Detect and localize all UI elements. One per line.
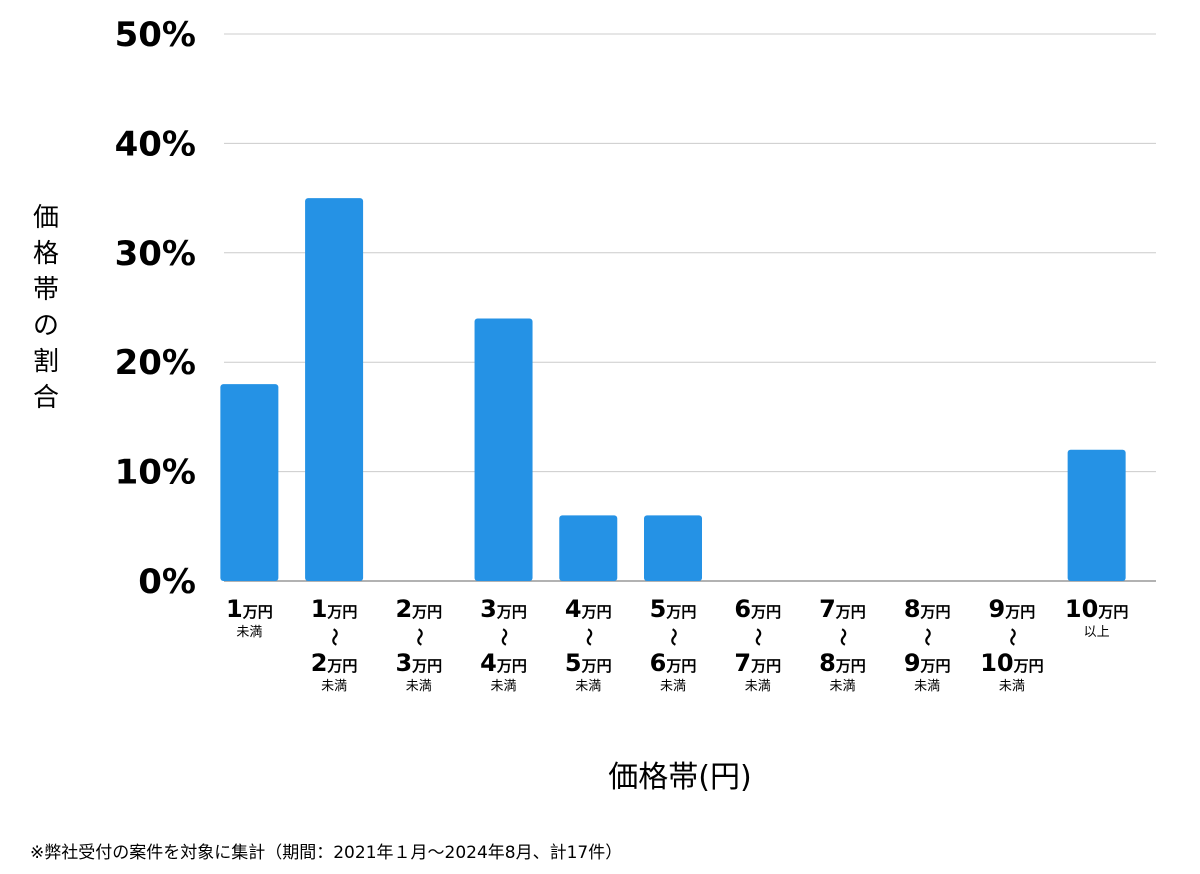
suffix-label: 未満 bbox=[914, 679, 940, 694]
gridlines bbox=[224, 33, 1156, 582]
y-axis-label: 価格帯の割合 bbox=[28, 200, 64, 416]
suffix-label: 未満 bbox=[745, 679, 771, 694]
price-label: 4万円 bbox=[565, 595, 612, 623]
suffix-label: 未満 bbox=[236, 625, 262, 640]
tilde-label: 〜 bbox=[408, 628, 429, 646]
price-label: 1万円 bbox=[226, 595, 273, 623]
bars bbox=[220, 198, 1126, 581]
price-label: 6万円 bbox=[650, 649, 697, 677]
y-tick-label: 50% bbox=[115, 15, 196, 55]
suffix-label: 以上 bbox=[1084, 625, 1110, 640]
price-label: 8万円 bbox=[819, 649, 866, 677]
y-axis-label-char: 格 bbox=[32, 239, 59, 269]
bar bbox=[559, 515, 618, 581]
price-label: 3万円 bbox=[395, 649, 442, 677]
price-label: 7万円 bbox=[819, 595, 866, 623]
y-axis-label-char: 割 bbox=[32, 347, 59, 377]
tilde-label: 〜 bbox=[831, 628, 852, 646]
price-label: 4万円 bbox=[480, 649, 527, 677]
tilde-label: 〜 bbox=[577, 628, 598, 646]
bar bbox=[474, 318, 533, 581]
bar bbox=[220, 384, 279, 581]
price-label: 2万円 bbox=[311, 649, 358, 677]
tilde-label: 〜 bbox=[662, 628, 683, 646]
y-axis-ticks: 0% 10% 20% 30% 40% 50% bbox=[115, 15, 196, 602]
y-axis-label-char: 合 bbox=[32, 383, 59, 413]
price-label: 6万円 bbox=[734, 595, 781, 623]
tilde-label: 〜 bbox=[1001, 628, 1022, 646]
y-tick-label: 30% bbox=[115, 234, 196, 274]
tilde-label: 〜 bbox=[493, 628, 514, 646]
price-label: 10万円 bbox=[1065, 595, 1128, 623]
price-label: 8万円 bbox=[904, 595, 951, 623]
price-label: 9万円 bbox=[904, 649, 951, 677]
suffix-label: 未満 bbox=[406, 679, 432, 694]
suffix-label: 未満 bbox=[829, 679, 855, 694]
price-label: 3万円 bbox=[480, 595, 527, 623]
x-axis-label: 価格帯(円) bbox=[608, 760, 752, 795]
price-label: 1万円 bbox=[311, 595, 358, 623]
suffix-label: 未満 bbox=[999, 679, 1025, 694]
y-tick-label: 40% bbox=[115, 124, 196, 164]
price-label: 9万円 bbox=[989, 595, 1036, 623]
y-axis-label-char: 帯 bbox=[32, 275, 59, 305]
y-tick-label: 20% bbox=[115, 343, 196, 383]
price-label: 5万円 bbox=[650, 595, 697, 623]
price-label: 10万円 bbox=[980, 649, 1043, 677]
price-label: 5万円 bbox=[565, 649, 612, 677]
price-label: 7万円 bbox=[734, 649, 781, 677]
y-axis-label-char: 価 bbox=[32, 203, 59, 233]
tilde-label: 〜 bbox=[747, 628, 768, 646]
price-label: 2万円 bbox=[395, 595, 442, 623]
bar bbox=[1067, 449, 1126, 581]
x-axis-ticks: 1万円未満1万円〜2万円未満2万円〜3万円未満3万円〜4万円未満4万円〜5万円未… bbox=[226, 595, 1128, 694]
y-tick-label: 0% bbox=[138, 562, 196, 602]
tilde-label: 〜 bbox=[916, 628, 937, 646]
footnote: ※弊社受付の案件を対象に集計（期間：2021年１月〜2024年8月、計17件） bbox=[30, 843, 623, 863]
y-axis-label-char: の bbox=[32, 311, 59, 341]
suffix-label: 未満 bbox=[575, 679, 601, 694]
tilde-label: 〜 bbox=[323, 628, 344, 646]
bar bbox=[305, 198, 364, 581]
suffix-label: 未満 bbox=[321, 679, 347, 694]
suffix-label: 未満 bbox=[660, 679, 686, 694]
y-tick-label: 10% bbox=[115, 453, 196, 493]
suffix-label: 未満 bbox=[491, 679, 517, 694]
bar bbox=[644, 515, 702, 581]
